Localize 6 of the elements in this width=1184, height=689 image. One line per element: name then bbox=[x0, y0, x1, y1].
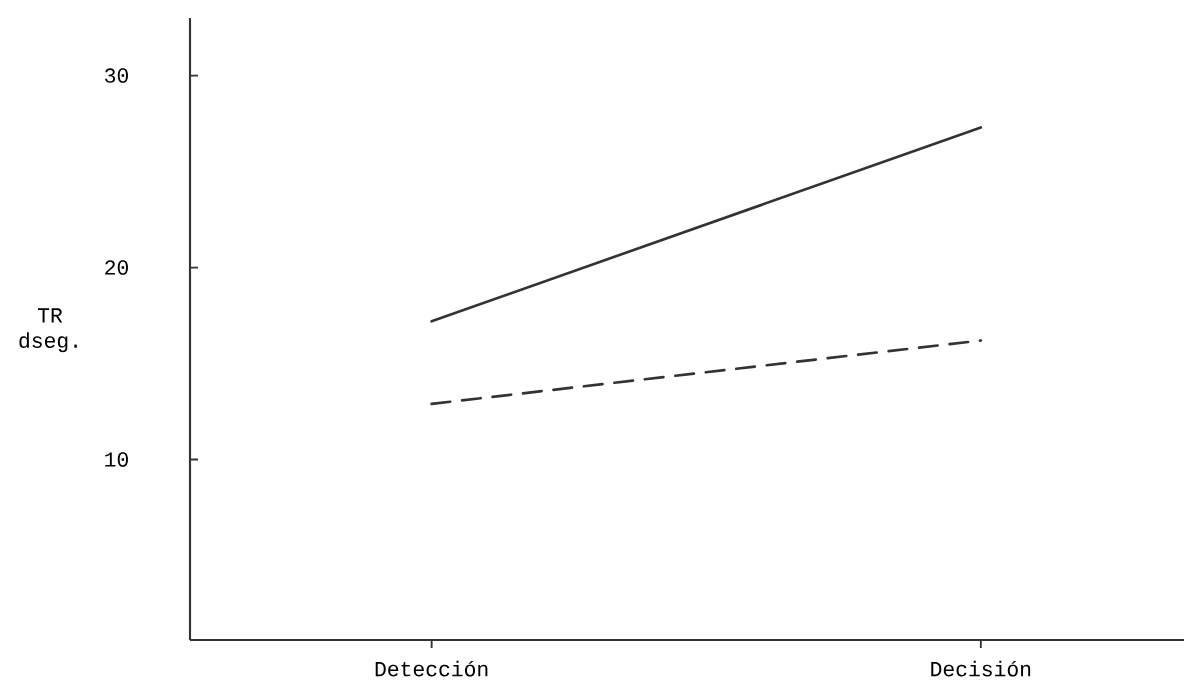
x-tick-label: Detección bbox=[375, 660, 488, 677]
y-tick-label: 10 bbox=[105, 452, 128, 467]
y-tick-label: 20 bbox=[105, 260, 128, 275]
y-axis-title: TR dseg. bbox=[19, 308, 77, 353]
x-tick-label: Decisión bbox=[931, 660, 1031, 677]
y-tick-label: 30 bbox=[105, 68, 128, 83]
